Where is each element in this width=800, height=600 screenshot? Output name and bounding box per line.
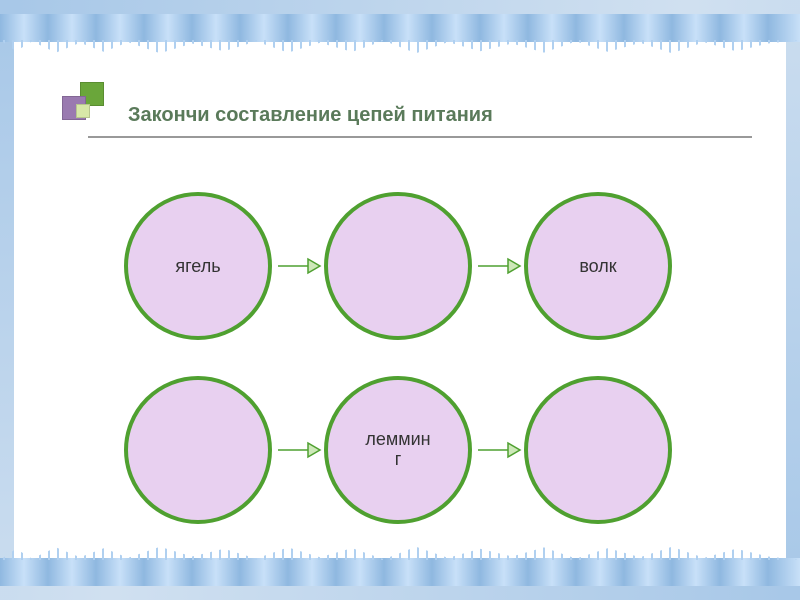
title-underline [88, 136, 752, 138]
logo-square-lime [76, 104, 90, 118]
food-chain-node [524, 376, 672, 524]
food-chain-node: волк [524, 192, 672, 340]
arrow-icon [478, 259, 520, 273]
food-chain-node [124, 376, 272, 524]
arrow-icon [278, 443, 320, 457]
slide-content: Закончи составление цепей питания ягель в… [28, 42, 772, 558]
food-chain-node: лемминг [324, 376, 472, 524]
food-chain-node: ягель [124, 192, 272, 340]
slide-title: Закончи составление цепей питания [128, 104, 493, 127]
food-chain-node [324, 192, 472, 340]
ice-border-top [0, 14, 800, 42]
arrow-icon [278, 259, 320, 273]
arrow-icon [478, 443, 520, 457]
title-logo [62, 82, 112, 132]
ice-border-bottom [0, 558, 800, 586]
